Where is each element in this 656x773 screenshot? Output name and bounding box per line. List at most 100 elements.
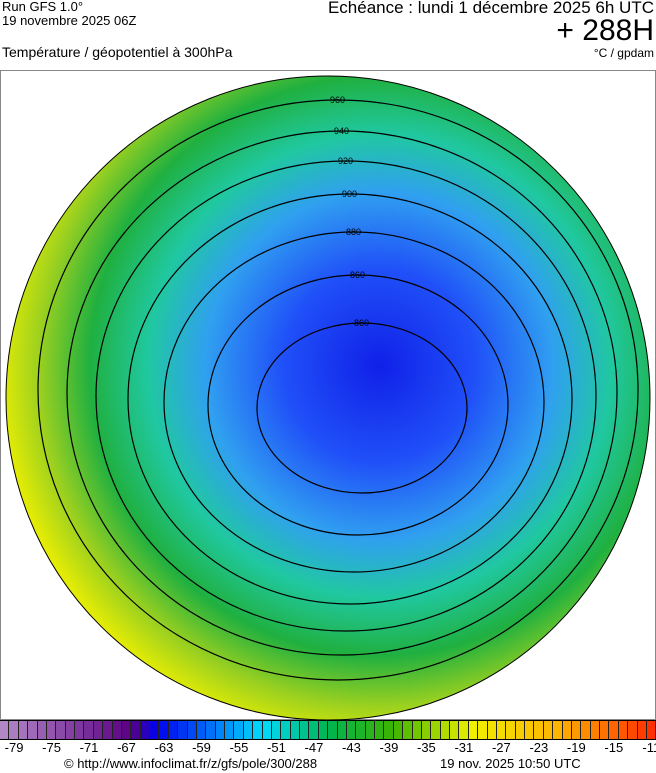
color-scale-cell	[46, 721, 57, 739]
color-scale-cell	[140, 721, 150, 739]
color-scale-ticks: -79 -75 -71 -67 -63 -59 -55 -51 -47 -43 -39 -35 -31 -…	[0, 740, 656, 756]
color-scale-cell	[196, 721, 207, 739]
color-scale-cell	[459, 721, 469, 739]
color-scale-cell	[215, 721, 225, 739]
color-scale-tick: -51	[267, 740, 286, 755]
color-scale-cell	[384, 721, 394, 739]
color-scale-tick: -23	[529, 740, 549, 755]
color-scale-cell	[65, 721, 75, 739]
color-scale-tick: -55	[229, 740, 249, 755]
color-scale-tick: -35	[416, 740, 436, 755]
color-scale-cell	[412, 721, 422, 739]
color-scale-cell	[318, 721, 329, 739]
color-scale-cell	[646, 721, 656, 739]
color-scale-cell	[543, 721, 554, 739]
geopotential-contour	[163, 231, 545, 573]
color-scale-tick: -11	[642, 740, 656, 755]
lead-time: + 288H	[556, 14, 654, 47]
color-scale-cell	[506, 721, 516, 739]
color-scale-cell	[421, 721, 432, 739]
color-scale-tick: -43	[342, 740, 361, 755]
color-scale-tick: -71	[79, 740, 99, 755]
units-label: °C / gpdam	[593, 46, 654, 60]
geopotential-contour	[95, 160, 597, 632]
color-scale-cell	[468, 721, 479, 739]
color-scale-tick: -79	[4, 740, 24, 755]
color-scale-cell	[637, 721, 647, 739]
color-scale-tick: -47	[304, 740, 324, 755]
color-scale-tick: -59	[192, 740, 211, 755]
color-scale-cell	[525, 721, 535, 739]
polar-map: 960 940 920 900 880 860 860	[0, 70, 656, 720]
color-scale-cell	[600, 721, 610, 739]
color-scale-cell	[206, 721, 216, 739]
color-scale-cell	[487, 721, 497, 739]
color-scale-cell	[393, 721, 404, 739]
color-scale-cell	[271, 721, 282, 739]
color-scale-cell	[262, 721, 272, 739]
color-scale-cell	[75, 721, 85, 739]
contour-label: 860	[350, 270, 365, 280]
color-scale-cell	[103, 721, 113, 739]
color-scale-cell	[581, 721, 591, 739]
color-scale-cell	[328, 721, 338, 739]
geopotential-contour	[66, 130, 618, 656]
color-scale-cell	[37, 721, 47, 739]
color-scale-cell	[337, 721, 347, 739]
color-scale-cell	[478, 721, 488, 739]
color-scale-cell	[281, 721, 291, 739]
color-scale-cell	[9, 721, 19, 739]
contour-label: 960	[330, 95, 345, 105]
color-scale-cell	[553, 721, 563, 739]
source-url[interactable]: © http://www.infoclimat.fr/z/gfs/pole/30…	[64, 756, 318, 771]
color-scale-cell	[618, 721, 629, 739]
color-scale-cell	[159, 721, 169, 739]
geopotential-contour	[256, 322, 468, 494]
color-scale-cell	[225, 721, 235, 739]
color-scale-cell	[243, 721, 254, 739]
color-scale-cell	[534, 721, 544, 739]
run-date: 19 novembre 2025 06Z	[2, 13, 137, 28]
color-scale-cell	[168, 721, 179, 739]
geopotential-contour	[127, 193, 573, 605]
hemisphere-disc	[5, 75, 651, 720]
color-scale-cell	[0, 721, 10, 739]
color-scale-cell	[234, 721, 244, 739]
contour-label: 940	[334, 126, 349, 136]
color-scale-tick: -67	[117, 740, 136, 755]
run-label: Run GFS 1.0°	[2, 0, 84, 14]
contour-label: 920	[338, 156, 353, 166]
color-scale-cell	[450, 721, 460, 739]
color-scale-cell	[431, 721, 441, 739]
generated-time: 19 nov. 2025 10:50 UTC	[440, 756, 581, 771]
color-scale-cell	[590, 721, 600, 739]
color-scale-cell	[515, 721, 525, 739]
color-scale-cell	[93, 721, 104, 739]
color-scale-cell	[18, 721, 29, 739]
color-scale-tick: -15	[604, 740, 624, 755]
color-scale-tick: -27	[491, 740, 511, 755]
color-scale-cell	[290, 721, 300, 739]
color-scale-cell	[56, 721, 66, 739]
color-scale-tick: -19	[566, 740, 586, 755]
color-scale-tick: -39	[379, 740, 399, 755]
color-scale-cell	[609, 721, 619, 739]
color-scale-cell	[562, 721, 572, 739]
color-scale-cell	[84, 721, 94, 739]
color-scale-cell	[253, 721, 263, 739]
color-scale-cell	[300, 721, 310, 739]
color-scale-cell	[365, 721, 375, 739]
color-scale-tick: -63	[154, 740, 174, 755]
color-scale-tick: -75	[42, 740, 61, 755]
color-scale-cell	[571, 721, 582, 739]
forecast-time: Echéance : lundi 1 décembre 2025 6h UTC	[327, 0, 654, 17]
color-scale-cell	[150, 721, 160, 739]
color-scale-cell	[628, 721, 638, 739]
parameter-title: Température / géopotentiel à 300hPa	[2, 44, 233, 60]
color-scale-cell	[131, 721, 141, 739]
color-scale-cell	[346, 721, 357, 739]
geopotential-contour	[207, 274, 509, 536]
color-scale-cell	[496, 721, 507, 739]
contour-label: 880	[346, 227, 361, 237]
color-scale-cell	[403, 721, 413, 739]
